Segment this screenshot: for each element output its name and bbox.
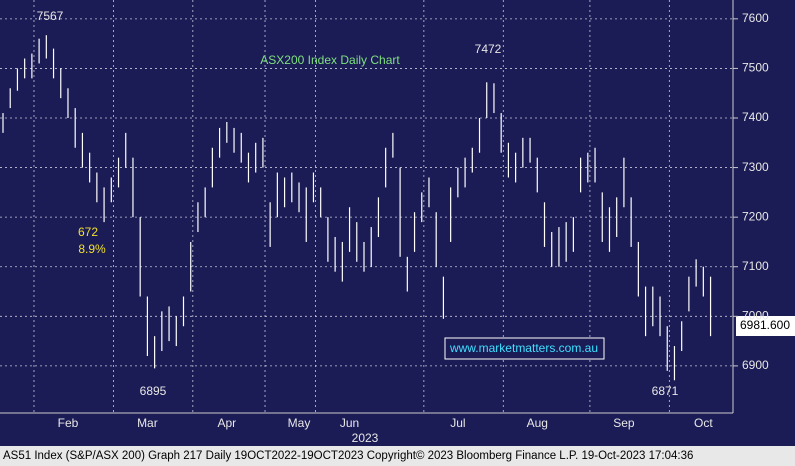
- x-tick-label: Oct: [694, 416, 713, 430]
- x-tick-label: Jul: [450, 416, 465, 430]
- chart-title: ASX200 Index Daily Chart: [260, 53, 400, 67]
- x-tick-label: Feb: [58, 416, 79, 430]
- last-price: 6981.600: [740, 318, 790, 332]
- watermark: www.marketmatters.com.au: [449, 341, 598, 355]
- x-tick-label: Jun: [340, 416, 359, 430]
- y-tick-label: 7400: [742, 110, 769, 124]
- footer: AS51 Index (S&P/ASX 200) Graph 217 Daily…: [3, 450, 693, 462]
- y-tick-label: 7000: [742, 308, 769, 322]
- annotation: 8.9%: [78, 242, 106, 256]
- x-tick-label: May: [288, 416, 311, 430]
- y-tick-label: 7100: [742, 259, 769, 273]
- footer-bar: [0, 446, 795, 466]
- watermark-box: [444, 337, 605, 360]
- last-price-box: [736, 316, 795, 336]
- y-tick-label: 7500: [742, 61, 769, 75]
- annotation: 7567: [37, 9, 64, 23]
- annotation: 6871: [652, 384, 679, 398]
- x-axis-year: 2023: [352, 431, 379, 445]
- x-tick-label: Sep: [613, 416, 635, 430]
- annotation: 6895: [140, 384, 167, 398]
- y-tick-label: 6900: [742, 358, 769, 372]
- y-tick-label: 7300: [742, 160, 769, 174]
- annotation: 672: [78, 225, 98, 239]
- y-tick-label: 7600: [742, 11, 769, 25]
- annotation: 7472: [475, 42, 502, 56]
- y-tick-label: 7200: [742, 209, 769, 223]
- x-tick-label: Mar: [137, 416, 158, 430]
- x-tick-label: Apr: [217, 416, 236, 430]
- x-tick-label: Aug: [527, 416, 548, 430]
